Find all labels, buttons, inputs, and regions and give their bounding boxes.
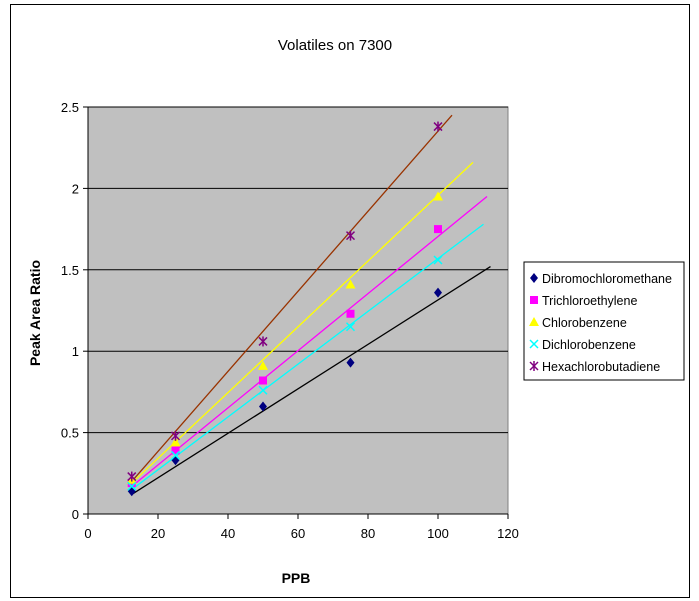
legend-label-0: Dibromochloromethane — [542, 272, 672, 286]
marker-x-stroke — [258, 385, 268, 395]
legend-label-3: Dichlorobenzene — [542, 338, 636, 352]
y-tick-label: 2 — [72, 181, 79, 196]
marker-diamond — [259, 401, 267, 412]
marker-x-stroke — [345, 322, 356, 332]
data-point-0 — [346, 357, 355, 368]
data-point-4 — [127, 471, 137, 482]
data-point-3 — [433, 255, 443, 265]
data-point-3 — [258, 385, 268, 395]
data-point-4 — [258, 336, 268, 347]
marker-square — [171, 446, 180, 455]
legend-label-1: Trichloroethylene — [542, 294, 637, 308]
data-point-4 — [433, 121, 443, 132]
x-tick-label: 60 — [291, 526, 305, 541]
legend-label-4: Hexachlorobutadiene — [542, 360, 660, 374]
marker-diamond — [530, 273, 538, 283]
data-point-2 — [258, 360, 268, 370]
data-point-4 — [170, 430, 181, 441]
y-tick-label: 0.5 — [61, 426, 79, 441]
marker-triangle — [170, 437, 181, 447]
chart-title: Volatiles on 7300 — [278, 37, 392, 54]
legend-marker-2 — [529, 317, 539, 326]
marker-square — [346, 309, 355, 318]
marker-triangle — [433, 191, 443, 201]
data-point-1 — [346, 309, 355, 318]
marker-x-stroke — [529, 339, 539, 349]
data-point-2 — [345, 279, 356, 289]
data-point-2 — [433, 191, 443, 201]
legend-marker-3 — [529, 339, 539, 349]
x-tick-label: 80 — [361, 526, 375, 541]
y-tick-label: 0 — [72, 507, 79, 522]
data-point-3 — [170, 450, 181, 460]
data-point-0 — [434, 287, 442, 298]
x-tick-label: 100 — [427, 526, 449, 541]
legend-box — [523, 261, 685, 381]
data-point-1 — [434, 225, 442, 234]
y-axis-label: Peak Area Ratio — [27, 260, 43, 366]
marker-x-stroke — [170, 450, 181, 460]
trendline-1 — [131, 196, 488, 487]
marker-x-stroke — [127, 481, 137, 491]
trendline-3 — [131, 223, 484, 491]
data-point-3 — [345, 322, 356, 332]
legend-label-2: Chlorobenzene — [542, 316, 627, 330]
x-tick-label: 20 — [151, 526, 165, 541]
y-tick-label: 1.5 — [61, 263, 79, 278]
x-tick-label: 40 — [221, 526, 235, 541]
marker-diamond — [346, 357, 355, 368]
x-tick-label: 120 — [497, 526, 519, 541]
plot-area — [87, 106, 509, 515]
data-point-1 — [259, 376, 267, 385]
data-point-3 — [127, 481, 137, 491]
marker-triangle — [529, 317, 539, 326]
legend-marker-4 — [529, 361, 539, 371]
marker-square — [259, 376, 267, 385]
trendline-2 — [131, 161, 474, 484]
marker-square — [530, 296, 538, 304]
marker-diamond — [434, 287, 442, 298]
marker-square — [434, 225, 442, 234]
marker-triangle — [258, 360, 268, 370]
data-point-2 — [170, 437, 181, 447]
data-point-1 — [171, 446, 180, 455]
y-tick-label: 2.5 — [61, 100, 79, 115]
y-tick-label: 1 — [72, 344, 79, 359]
data-point-0 — [259, 401, 267, 412]
x-axis-label: PPB — [282, 570, 311, 586]
x-tick-label: 0 — [84, 526, 91, 541]
legend-marker-0 — [530, 273, 538, 283]
trendline-0 — [131, 265, 491, 496]
marker-x-stroke — [433, 255, 443, 265]
legend-marker-1 — [530, 296, 538, 304]
data-point-4 — [345, 230, 356, 241]
trendline-4 — [131, 114, 453, 482]
marker-triangle — [345, 279, 356, 289]
